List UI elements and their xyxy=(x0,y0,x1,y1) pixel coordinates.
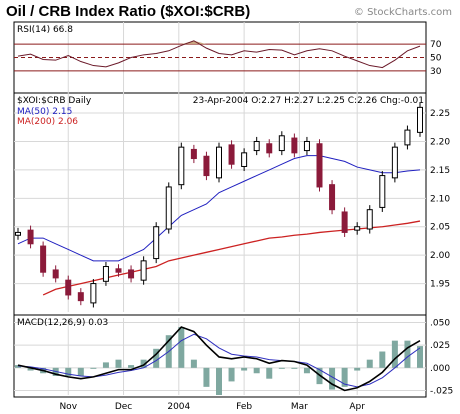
macd-histogram-bar xyxy=(153,348,160,368)
candle-body xyxy=(303,140,310,152)
candle-body xyxy=(291,137,298,154)
ma50-line xyxy=(17,155,421,262)
macd-histogram-bar xyxy=(241,367,248,371)
macd-tick-label: .025 xyxy=(430,341,450,351)
macd-tick-label: .050 xyxy=(430,319,450,329)
quote-readout: 23-Apr-2004 O:2.27 H:2.27 L:2.25 C:2.26 … xyxy=(193,96,424,106)
candle-body xyxy=(52,269,59,279)
macd-histogram-bar xyxy=(65,367,72,376)
time-tick-label: Feb xyxy=(236,402,252,412)
macd-signal-line xyxy=(17,333,421,388)
candle-body xyxy=(216,146,222,179)
candle-body xyxy=(77,292,84,302)
price-panel-label: $XOI:$CRB Daily xyxy=(17,96,92,106)
candle-body xyxy=(341,211,348,233)
macd-histogram-bar xyxy=(102,362,109,368)
macd-line xyxy=(17,326,421,392)
time-tick-label: Apr xyxy=(349,402,365,412)
macd-histogram-bar xyxy=(366,359,373,368)
macd-histogram-bar xyxy=(291,367,298,369)
price-tick-label: 2.15 xyxy=(430,166,450,176)
candle-body xyxy=(366,209,373,230)
candle-body xyxy=(165,186,172,230)
rsi-overbought-fill xyxy=(193,40,207,45)
rsi-tick-label: 30 xyxy=(430,67,442,77)
time-tick-label: Mar xyxy=(291,402,308,412)
price-tick-label: 1.95 xyxy=(430,280,450,290)
macd-histogram-bar xyxy=(379,351,386,368)
candle-body xyxy=(316,143,323,188)
candle-body xyxy=(115,268,122,273)
price-tick-label: 2.05 xyxy=(430,223,450,233)
macd-histogram-bar xyxy=(404,340,411,368)
macd-histogram-bar xyxy=(216,367,222,395)
candle-body xyxy=(417,106,423,133)
rsi-layer xyxy=(14,40,426,72)
candle-body xyxy=(391,146,398,179)
macd-histogram-bar xyxy=(128,365,135,368)
rsi-tick-label: 50 xyxy=(430,54,442,64)
candle-body xyxy=(253,140,260,152)
macd-histogram-bar xyxy=(90,367,97,369)
macd-histogram-bar xyxy=(278,367,285,369)
macd-tick-label: .000 xyxy=(430,364,450,374)
candle-body xyxy=(190,148,197,160)
macd-histogram-bar xyxy=(140,359,147,368)
candle-body xyxy=(228,144,235,165)
price-tick-label: 2.00 xyxy=(430,251,450,261)
candle-body xyxy=(102,266,109,282)
candle-body xyxy=(278,135,285,152)
candle-body xyxy=(404,129,411,146)
price-tick-label: 2.25 xyxy=(430,109,450,119)
rsi-tick-label: 70 xyxy=(430,40,442,50)
macd-histogram-bar xyxy=(303,367,310,374)
price-tick-label: 2.10 xyxy=(430,194,450,204)
macd-histogram-bar xyxy=(228,367,235,382)
candle-body xyxy=(241,152,248,167)
time-tick-label: Dec xyxy=(115,402,132,412)
chart-title: Oil / CRB Index Ratio ($XOI:$CRB) xyxy=(6,3,250,20)
macd-histogram-bar xyxy=(329,367,336,390)
macd-histogram-bar xyxy=(266,367,273,379)
candle-body xyxy=(329,184,336,211)
time-tick-label: 2004 xyxy=(167,402,190,412)
macd-histogram-bar xyxy=(341,367,348,387)
candle-body xyxy=(153,226,160,260)
candle-body xyxy=(90,283,97,304)
ma50-legend: MA(50) 2.15 xyxy=(17,107,72,117)
macd-histogram-bar xyxy=(417,346,423,368)
candle-body xyxy=(40,245,47,273)
macd-histogram-bar xyxy=(253,367,260,374)
time-tick-label: Nov xyxy=(59,402,77,412)
macd-histogram-bar xyxy=(190,359,197,368)
candle-body xyxy=(27,229,34,245)
macd-histogram-bar xyxy=(77,367,84,376)
tick-layer: 70 50 30 2.25 2.20 2.15 2.10 2.05 2.00 1.95 Nov Dec… xyxy=(59,40,453,412)
candle-body xyxy=(354,226,361,231)
macd-layer xyxy=(15,326,423,395)
candle-body xyxy=(15,231,21,236)
candle-body xyxy=(379,175,386,208)
macd-label: MACD(12,26,9) 0.03 xyxy=(17,318,108,328)
macd-histogram-bar xyxy=(203,367,210,387)
macd-histogram-bar xyxy=(354,367,361,371)
price-tick-label: 2.20 xyxy=(430,137,450,147)
candle-body xyxy=(140,260,147,281)
candle-body xyxy=(178,146,185,186)
rsi-label: RSI(14) 66.8 xyxy=(17,25,73,35)
price-layer xyxy=(15,102,423,308)
ma200-legend: MA(200) 2.06 xyxy=(17,117,78,127)
macd-histogram-bar xyxy=(391,340,398,368)
macd-tick-label: -.025 xyxy=(430,386,453,396)
watermark: © StockCharts.com xyxy=(354,7,452,18)
candle-body xyxy=(266,143,273,154)
candle-body xyxy=(203,155,210,177)
rsi-line xyxy=(17,40,421,69)
macd-histogram-bar xyxy=(178,327,185,368)
macd-histogram-bar xyxy=(27,367,34,371)
candle-body xyxy=(65,279,72,296)
candle-body xyxy=(128,269,135,279)
macd-histogram-bar xyxy=(115,359,122,368)
